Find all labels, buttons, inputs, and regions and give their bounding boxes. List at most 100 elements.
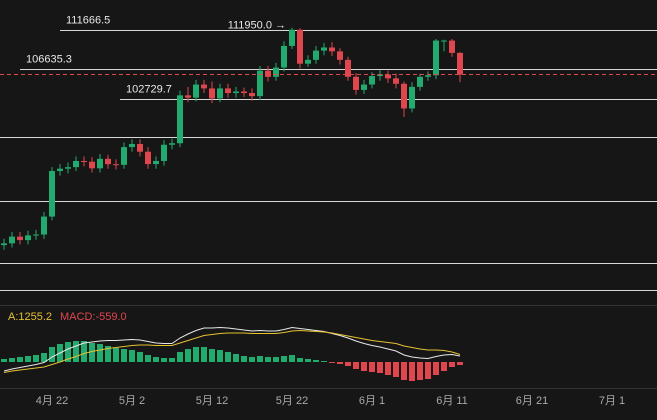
macd-bar [129, 350, 135, 362]
macd-bar [97, 344, 103, 362]
candle-body [353, 76, 359, 90]
macd-bar [145, 355, 151, 362]
macd-bar [81, 341, 87, 362]
candle-body [113, 164, 119, 166]
candle-body [241, 91, 247, 94]
candle-body [385, 74, 391, 79]
candle-body [209, 88, 215, 99]
macd-bar [177, 352, 183, 362]
x-tick-label: 4月 22 [36, 395, 68, 407]
candle-body [425, 75, 431, 77]
candle-body [401, 83, 407, 109]
macd-bar [137, 352, 143, 362]
candle-body [393, 78, 399, 84]
macd-bar [217, 350, 223, 362]
macd-bar [209, 349, 215, 362]
candle-body [217, 88, 223, 99]
x-tick-label: 5月 2 [119, 395, 145, 407]
x-tick-label: 6月 21 [516, 395, 548, 407]
macd-bar [153, 357, 159, 362]
macd-line [3, 329, 461, 373]
x-tick-label: 5月 12 [196, 395, 228, 407]
high-annotation: 111950.0 → [228, 20, 286, 32]
macd-bar [33, 355, 39, 362]
candle-body [73, 160, 79, 168]
macd-line [3, 326, 461, 372]
macd-bar [361, 362, 367, 371]
candle-body [257, 70, 263, 97]
candle-body [297, 29, 303, 64]
candle-body [433, 40, 439, 76]
candle-body [169, 143, 175, 145]
macd-bar [449, 362, 455, 367]
candle-body [49, 171, 55, 217]
candle-body [185, 95, 191, 98]
candle-body [449, 40, 455, 53]
macd-bar [193, 347, 199, 362]
candle-body [457, 52, 463, 75]
candle-body [417, 76, 423, 87]
candle-body [137, 143, 143, 152]
macd-bar [225, 352, 231, 362]
candle-body [129, 143, 135, 148]
candle-body [289, 29, 295, 46]
candle-body [105, 158, 111, 165]
macd-bar [113, 348, 119, 362]
macd-bar [393, 362, 399, 377]
price-level-label: 106635.3 [26, 53, 72, 65]
candle-body [345, 59, 351, 77]
macd-bar [313, 360, 319, 362]
macd-bar [345, 362, 351, 366]
macd-bar [105, 346, 111, 362]
macd-bar [273, 357, 279, 362]
macd-bar [265, 357, 271, 362]
candle-body [313, 50, 319, 60]
candle-body [409, 86, 415, 109]
macd-bar [329, 362, 335, 363]
candle-body [81, 160, 87, 162]
candle-body [161, 144, 167, 161]
price-level-label: 102729.7 [126, 83, 172, 95]
macd-bar [401, 362, 407, 380]
candle-body [89, 161, 95, 169]
macd-bar [41, 353, 47, 362]
candle-body [337, 51, 343, 60]
price-level-label: 111666.5 [66, 14, 110, 26]
candle-body [281, 45, 287, 68]
macd-bar [17, 357, 23, 362]
macd-bar [233, 354, 239, 362]
macd-bar [73, 341, 79, 362]
macd-bar [409, 362, 415, 381]
macd-bar [337, 362, 343, 364]
candle-body [97, 158, 103, 169]
candle-body [193, 84, 199, 98]
macd-bar [65, 342, 71, 362]
macd-bar [249, 357, 255, 362]
macd-bar [169, 358, 175, 362]
macd-bar [457, 362, 463, 365]
macd-bar [185, 349, 191, 362]
candle-body [233, 91, 239, 94]
level-lines [0, 137, 657, 291]
macd-bar [353, 362, 359, 369]
candle-body [57, 168, 63, 172]
macd-bar [281, 356, 287, 362]
candle-body [225, 88, 231, 94]
x-tick-label: 5月 22 [276, 395, 308, 407]
macd-bar [161, 358, 167, 362]
macd-bar [433, 362, 439, 375]
macd-bar [9, 358, 15, 362]
candle-body [17, 236, 23, 241]
macd-bar [241, 356, 247, 362]
macd-bar [385, 362, 391, 375]
dea-label: A:1255.2 [8, 311, 52, 323]
candle-body [121, 147, 127, 165]
macd-bar [1, 359, 7, 362]
candle-body [441, 40, 447, 42]
macd-bar [321, 361, 327, 362]
macd-label: MACD:-559.0 [60, 311, 127, 323]
candle-body [201, 84, 207, 89]
candle-body [369, 76, 375, 85]
macd-bar [425, 362, 431, 379]
macd-bar [441, 362, 447, 371]
